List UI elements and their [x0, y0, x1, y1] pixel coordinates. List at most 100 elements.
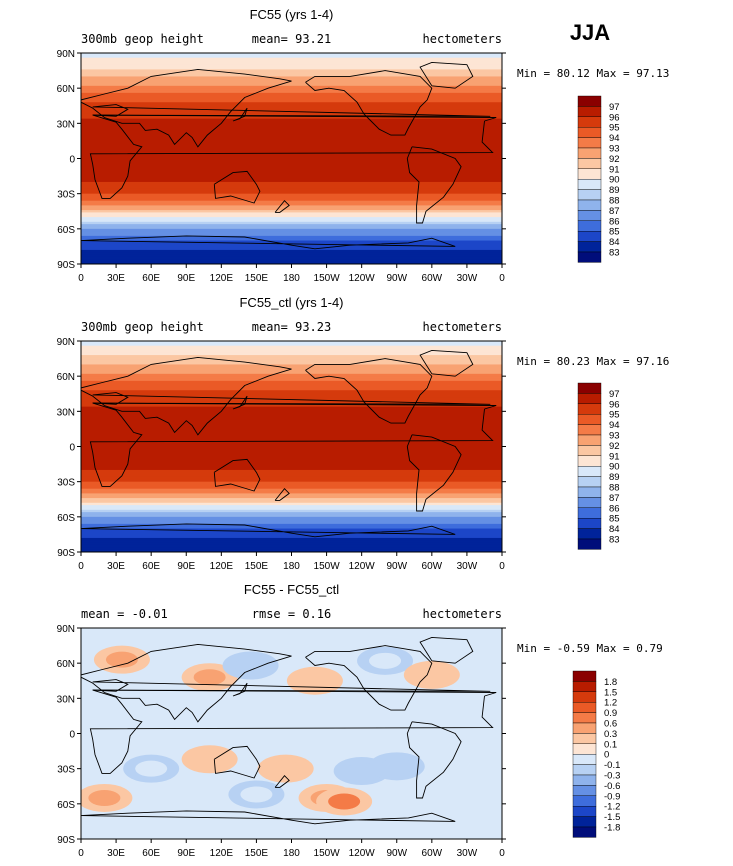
y-tick-label: 30N	[57, 407, 75, 418]
field-band	[81, 240, 502, 244]
legend-swatch	[572, 806, 597, 817]
y-tick-label: 60S	[57, 513, 75, 524]
field-band	[81, 479, 502, 483]
field-band	[81, 371, 502, 375]
anomaly-core	[415, 666, 448, 683]
field-band	[81, 469, 502, 473]
x-tick-label: 0	[78, 561, 84, 572]
field-band	[81, 104, 502, 108]
field-band	[81, 238, 502, 242]
legend-swatch	[572, 722, 597, 734]
coastline	[81, 235, 456, 250]
legend-level-label: 85	[609, 514, 620, 525]
field-band	[81, 179, 502, 183]
field-band	[81, 530, 502, 534]
field-band	[81, 476, 502, 480]
field-band	[81, 158, 502, 162]
legend-swatch	[577, 393, 602, 404]
field-band	[81, 71, 502, 75]
coastline	[274, 775, 290, 788]
legend-level-label: 91	[609, 164, 620, 175]
field-band	[81, 359, 502, 363]
x-tick-label: 90W	[386, 273, 407, 284]
y-tick-label: 60S	[57, 225, 75, 236]
legend-level-label: 0.6	[604, 719, 617, 730]
field-band	[81, 142, 502, 146]
field-band	[81, 488, 502, 492]
legend-swatch	[577, 220, 602, 232]
field-band	[81, 500, 502, 504]
anomaly-core	[88, 789, 121, 806]
field-band	[81, 514, 502, 518]
coastline	[419, 61, 474, 89]
legend-swatch	[572, 691, 597, 703]
field-band	[81, 343, 502, 347]
x-tick-label: 30E	[107, 848, 125, 859]
y-tick-label: 30N	[57, 694, 75, 705]
field-band	[81, 523, 502, 527]
legend-level-label: 84	[609, 237, 620, 248]
field-band	[81, 217, 502, 221]
field-band	[81, 55, 502, 59]
field-band	[81, 540, 502, 544]
field-band	[81, 109, 502, 113]
field-band	[81, 174, 502, 178]
field-band	[81, 181, 502, 185]
legend-swatch	[577, 486, 602, 498]
coastline	[305, 645, 433, 711]
legend-level-label: 86	[609, 503, 620, 514]
anomaly-core	[105, 651, 138, 668]
legend-level-label: 93	[609, 144, 620, 155]
field-band	[81, 399, 502, 403]
anomaly-core	[234, 657, 267, 674]
field-band	[81, 394, 502, 398]
field-band	[81, 465, 502, 469]
field-band	[81, 481, 502, 485]
field-band	[81, 78, 502, 82]
legend-level-label: 0.9	[604, 708, 617, 719]
field-band	[81, 60, 502, 63]
x-tick-label: 0	[499, 561, 505, 572]
field-band	[81, 125, 502, 129]
legend-swatch	[577, 445, 602, 456]
field-band	[81, 111, 502, 115]
field-band	[81, 378, 502, 382]
x-tick-label: 90W	[386, 848, 407, 859]
field-band	[81, 132, 502, 136]
coastline	[89, 114, 497, 199]
legend-swatch	[577, 518, 602, 529]
x-tick-label: 150W	[314, 273, 341, 284]
legend-swatch	[577, 199, 602, 211]
field-band	[81, 135, 502, 138]
panel-stats: Min = 80.23 Max = 97.16	[517, 355, 669, 368]
field-band	[81, 505, 502, 509]
legend-swatch	[577, 466, 602, 477]
field-band	[81, 205, 502, 209]
legend-level-label: 96	[609, 399, 620, 410]
field-band	[81, 224, 502, 228]
x-tick-label: 150W	[314, 561, 341, 572]
x-tick-label: 150E	[245, 561, 269, 572]
legend-level-label: 96	[609, 112, 620, 123]
field-band	[81, 198, 502, 202]
field-band	[81, 369, 502, 373]
y-tick-label: 90N	[57, 624, 75, 635]
y-tick-label: 90S	[57, 835, 75, 846]
legend-level-label: 1.8	[604, 677, 617, 688]
field-band	[81, 526, 502, 530]
field-band	[81, 484, 502, 487]
field-band	[81, 214, 502, 218]
field-band	[81, 408, 502, 412]
legend-swatch	[577, 403, 602, 415]
y-tick-label: 30N	[57, 119, 75, 130]
field-band	[81, 252, 502, 256]
field-band	[81, 207, 502, 211]
field-band	[81, 165, 502, 169]
x-tick-label: 120E	[210, 848, 234, 859]
field-band	[81, 76, 502, 80]
field-band	[81, 537, 502, 541]
field-band	[81, 453, 502, 457]
x-tick-label: 0	[499, 273, 505, 284]
field-band	[81, 528, 502, 532]
